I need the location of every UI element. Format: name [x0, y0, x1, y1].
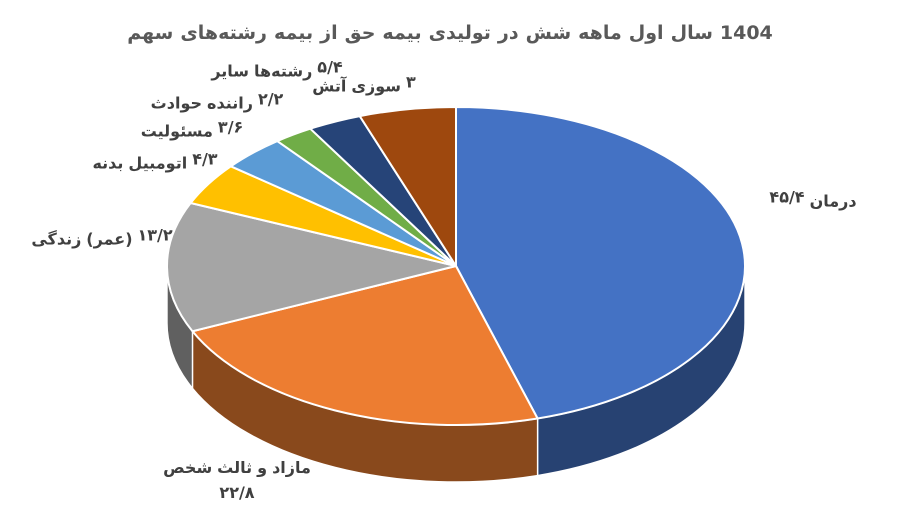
slice-name-text: راننده — [207, 93, 253, 113]
title-word: رشته‌های — [180, 22, 267, 44]
title-word: بیمه — [273, 22, 314, 44]
slice-name-text: (عمر) — [86, 229, 133, 249]
title-word: سهم — [127, 22, 174, 44]
slice-label-line: شخص ثالث و مازاد — [163, 453, 311, 482]
slice-name-text: سایر — [211, 61, 250, 81]
chart-title: سهم رشته‌های بیمه از حق بیمه تولیدی در شش ماهه اول… — [0, 22, 900, 44]
title-word: حق — [344, 22, 376, 44]
slice-name-text: حوادث — [150, 93, 203, 113]
slice-label-liability: مسئولیت ۳/۶ — [141, 117, 244, 146]
slice-label-line: ۲۲/۸ — [163, 482, 311, 511]
slice-label-line: بدنه اتومبیل ۴/۳ — [92, 149, 217, 178]
slice-value-text: ۱۳/۲ — [137, 225, 173, 245]
slice-label-auto_body: بدنه اتومبیل ۴/۳ — [92, 149, 217, 178]
slice-name-text: درمان — [809, 191, 857, 211]
slice-name-text: ثالث — [217, 458, 253, 477]
title-word: از — [320, 22, 338, 44]
slice-name-text: مازاد — [272, 458, 311, 477]
slice-name-text: سوزی — [351, 76, 401, 96]
slice-label-driver_accident: حوادث راننده ۲/۲ — [151, 89, 284, 118]
title-word: بیمه — [382, 22, 422, 44]
slice-label-line: حوادث راننده ۲/۲ — [151, 89, 284, 118]
slice-label-line: مسئولیت ۳/۶ — [141, 117, 244, 146]
pie-slice-life — [166, 202, 457, 333]
slice-name-text: زندگی — [31, 229, 82, 249]
title-word: شش — [525, 22, 572, 44]
slice-name-text: شخص — [163, 458, 213, 477]
title-word: اول — [628, 22, 664, 44]
pie-slice-health — [455, 106, 746, 420]
slice-label-fire: آتش سوزی ۳ — [312, 72, 416, 101]
slice-label-others: سایر رشته‌ها ۵/۴ — [211, 57, 342, 86]
slice-value-text: ۵/۴ — [317, 57, 343, 77]
slice-label-life: زندگی (عمر) ۱۳/۲ — [31, 225, 172, 254]
slice-name-text: اتومبیل — [128, 153, 188, 173]
title-word: تولیدی — [428, 22, 491, 44]
pie-slice-others — [358, 106, 457, 267]
slice-value-text: ۳ — [405, 72, 416, 92]
slice-name-text: بدنه — [92, 153, 124, 173]
slice-name-text: و — [257, 458, 268, 477]
slice-name-text: رشته‌ها — [254, 61, 313, 81]
slice-label-line: سایر رشته‌ها ۵/۴ — [211, 57, 342, 86]
title-word: 1404 — [719, 22, 773, 44]
slice-label-line: آتش سوزی ۳ — [312, 72, 416, 101]
slice-value-text: ۲۲/۸ — [219, 483, 255, 502]
slice-value-text: ۲/۲ — [257, 89, 284, 109]
slice-label-health: ۴۵/۴ درمان — [769, 187, 856, 216]
slice-name-text: آتش — [312, 76, 347, 96]
title-word: در — [497, 22, 519, 44]
slice-value-text: ۴/۳ — [192, 149, 218, 169]
title-word: ماهه — [578, 22, 622, 44]
pie-slice-third_party — [191, 265, 539, 427]
slice-label-line: ۴۵/۴ درمان — [769, 187, 856, 216]
slice-name-text: مسئولیت — [140, 121, 213, 141]
title-word: سال — [670, 22, 713, 44]
slice-label-third_party: شخص ثالث و مازاد ۲۲/۸ — [163, 453, 311, 511]
slice-value-text: ۴۵/۴ — [769, 187, 805, 207]
slice-value-text: ۳/۶ — [217, 117, 244, 137]
slice-label-line: زندگی (عمر) ۱۳/۲ — [31, 225, 172, 254]
